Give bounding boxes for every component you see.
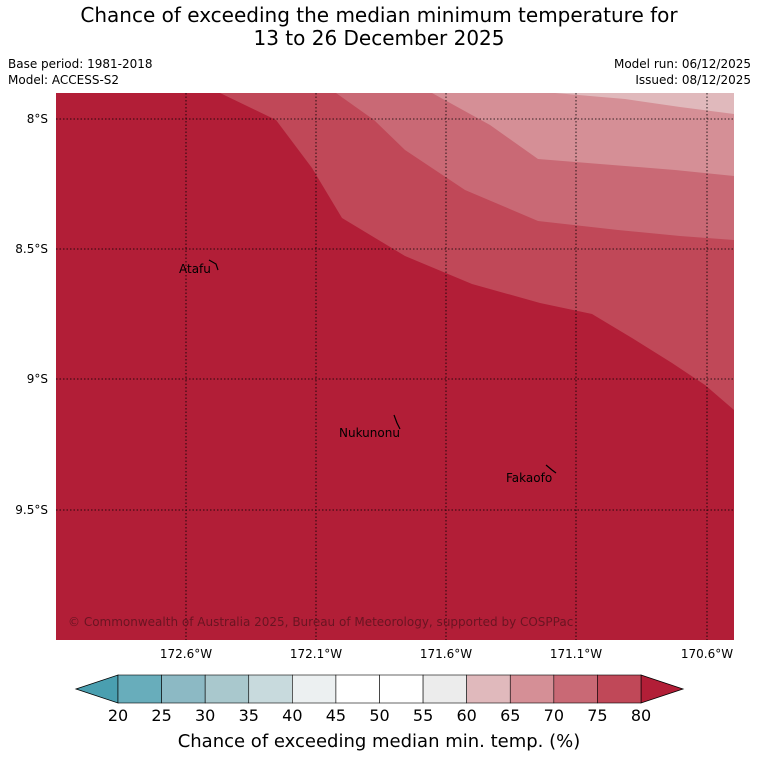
colorbar-label: Chance of exceeding median min. temp. (%… xyxy=(178,731,581,752)
colorbar-segment-7 xyxy=(422,674,467,704)
title-line-2: 13 to 26 December 2025 xyxy=(253,26,505,50)
colorbar-segment-11 xyxy=(597,674,642,704)
colorbar-tick-60: 60 xyxy=(456,706,476,725)
colorbar-tick-55: 55 xyxy=(413,706,433,725)
lat-label-9: 9°S xyxy=(27,372,48,386)
colorbar: 20 25 30 35 40 45 50 55 60 65 70 75 80 xyxy=(74,674,685,725)
place-label-nukunonu: Nukunonu xyxy=(339,426,400,440)
colorbar-segment-6 xyxy=(379,674,424,704)
lon-label-170.6: 170.6°W xyxy=(681,647,733,661)
colorbar-tick-80: 80 xyxy=(631,706,651,725)
meta-left: Base period: 1981-2018 Model: ACCESS-S2 xyxy=(8,56,153,88)
colorbar-tick-45: 45 xyxy=(326,706,346,725)
colorbar-tick-25: 25 xyxy=(151,706,171,725)
colorbar-segment-10 xyxy=(553,674,598,704)
lat-label-8: 8°S xyxy=(27,112,48,126)
issued-date: Issued: 08/12/2025 xyxy=(635,73,751,87)
atolls xyxy=(208,259,557,474)
copyright-notice: © Commonwealth of Australia 2025, Bureau… xyxy=(68,615,573,629)
colorbar-tick-35: 35 xyxy=(239,706,259,725)
atoll-atafu xyxy=(208,259,219,271)
lon-label-172.6: 172.6°W xyxy=(160,647,212,661)
lat-tick-labels: 8°S 8.5°S 9°S 9.5°S xyxy=(15,112,48,517)
model-run: Model run: 06/12/2025 xyxy=(613,57,751,71)
base-period: Base period: 1981-2018 xyxy=(8,57,153,71)
colorbar-tick-70: 70 xyxy=(544,706,564,725)
atoll-fakaofo xyxy=(545,464,557,474)
lat-label-8.5: 8.5°S xyxy=(15,242,48,256)
colorbar-tick-20: 20 xyxy=(108,706,128,725)
map-panel: Atafu Nukunonu Fakaofo © Commonwealth of… xyxy=(56,93,734,640)
colorbar-segment-8 xyxy=(466,674,511,704)
place-label-fakaofo: Fakaofo xyxy=(506,471,552,485)
lat-label-9.5: 9.5°S xyxy=(15,503,48,517)
colorbar-segment-5 xyxy=(335,674,380,704)
colorbar-segment-9 xyxy=(509,674,555,704)
band-60-65 xyxy=(555,93,734,114)
colorbar-tick-30: 30 xyxy=(195,706,215,725)
colorbar-segment-2 xyxy=(204,674,250,704)
lon-label-172.1: 172.1°W xyxy=(290,647,342,661)
title-line-1: Chance of exceeding the median minimum t… xyxy=(80,3,678,27)
colorbar-segment-3 xyxy=(248,674,293,704)
colorbar-tick-65: 65 xyxy=(500,706,520,725)
meta-right: Model run: 06/12/2025 Issued: 08/12/2025 xyxy=(614,56,751,88)
colorbar-extend-high xyxy=(640,674,685,704)
colorbar-segment-1 xyxy=(161,674,206,704)
model-name: Model: ACCESS-S2 xyxy=(8,73,120,87)
lon-tick-labels: 172.6°W 172.1°W 171.6°W 171.1°W 170.6°W xyxy=(160,647,733,661)
band-65-70 xyxy=(432,93,734,176)
graticule xyxy=(56,93,734,640)
lon-label-171.6: 171.6°W xyxy=(420,647,472,661)
colorbar-extend-low xyxy=(74,674,119,704)
colorbar-segment-0 xyxy=(117,674,162,704)
place-label-atafu: Atafu xyxy=(179,262,211,276)
colorbar-tick-40: 40 xyxy=(282,706,302,725)
colorbar-tick-50: 50 xyxy=(369,706,389,725)
colorbar-segment-4 xyxy=(292,674,337,704)
colorbar-tick-75: 75 xyxy=(587,706,607,725)
chart-title: Chance of exceeding the median minimum t… xyxy=(0,4,758,50)
atoll-nukunonu xyxy=(393,414,401,430)
lon-label-171.1: 171.1°W xyxy=(550,647,602,661)
